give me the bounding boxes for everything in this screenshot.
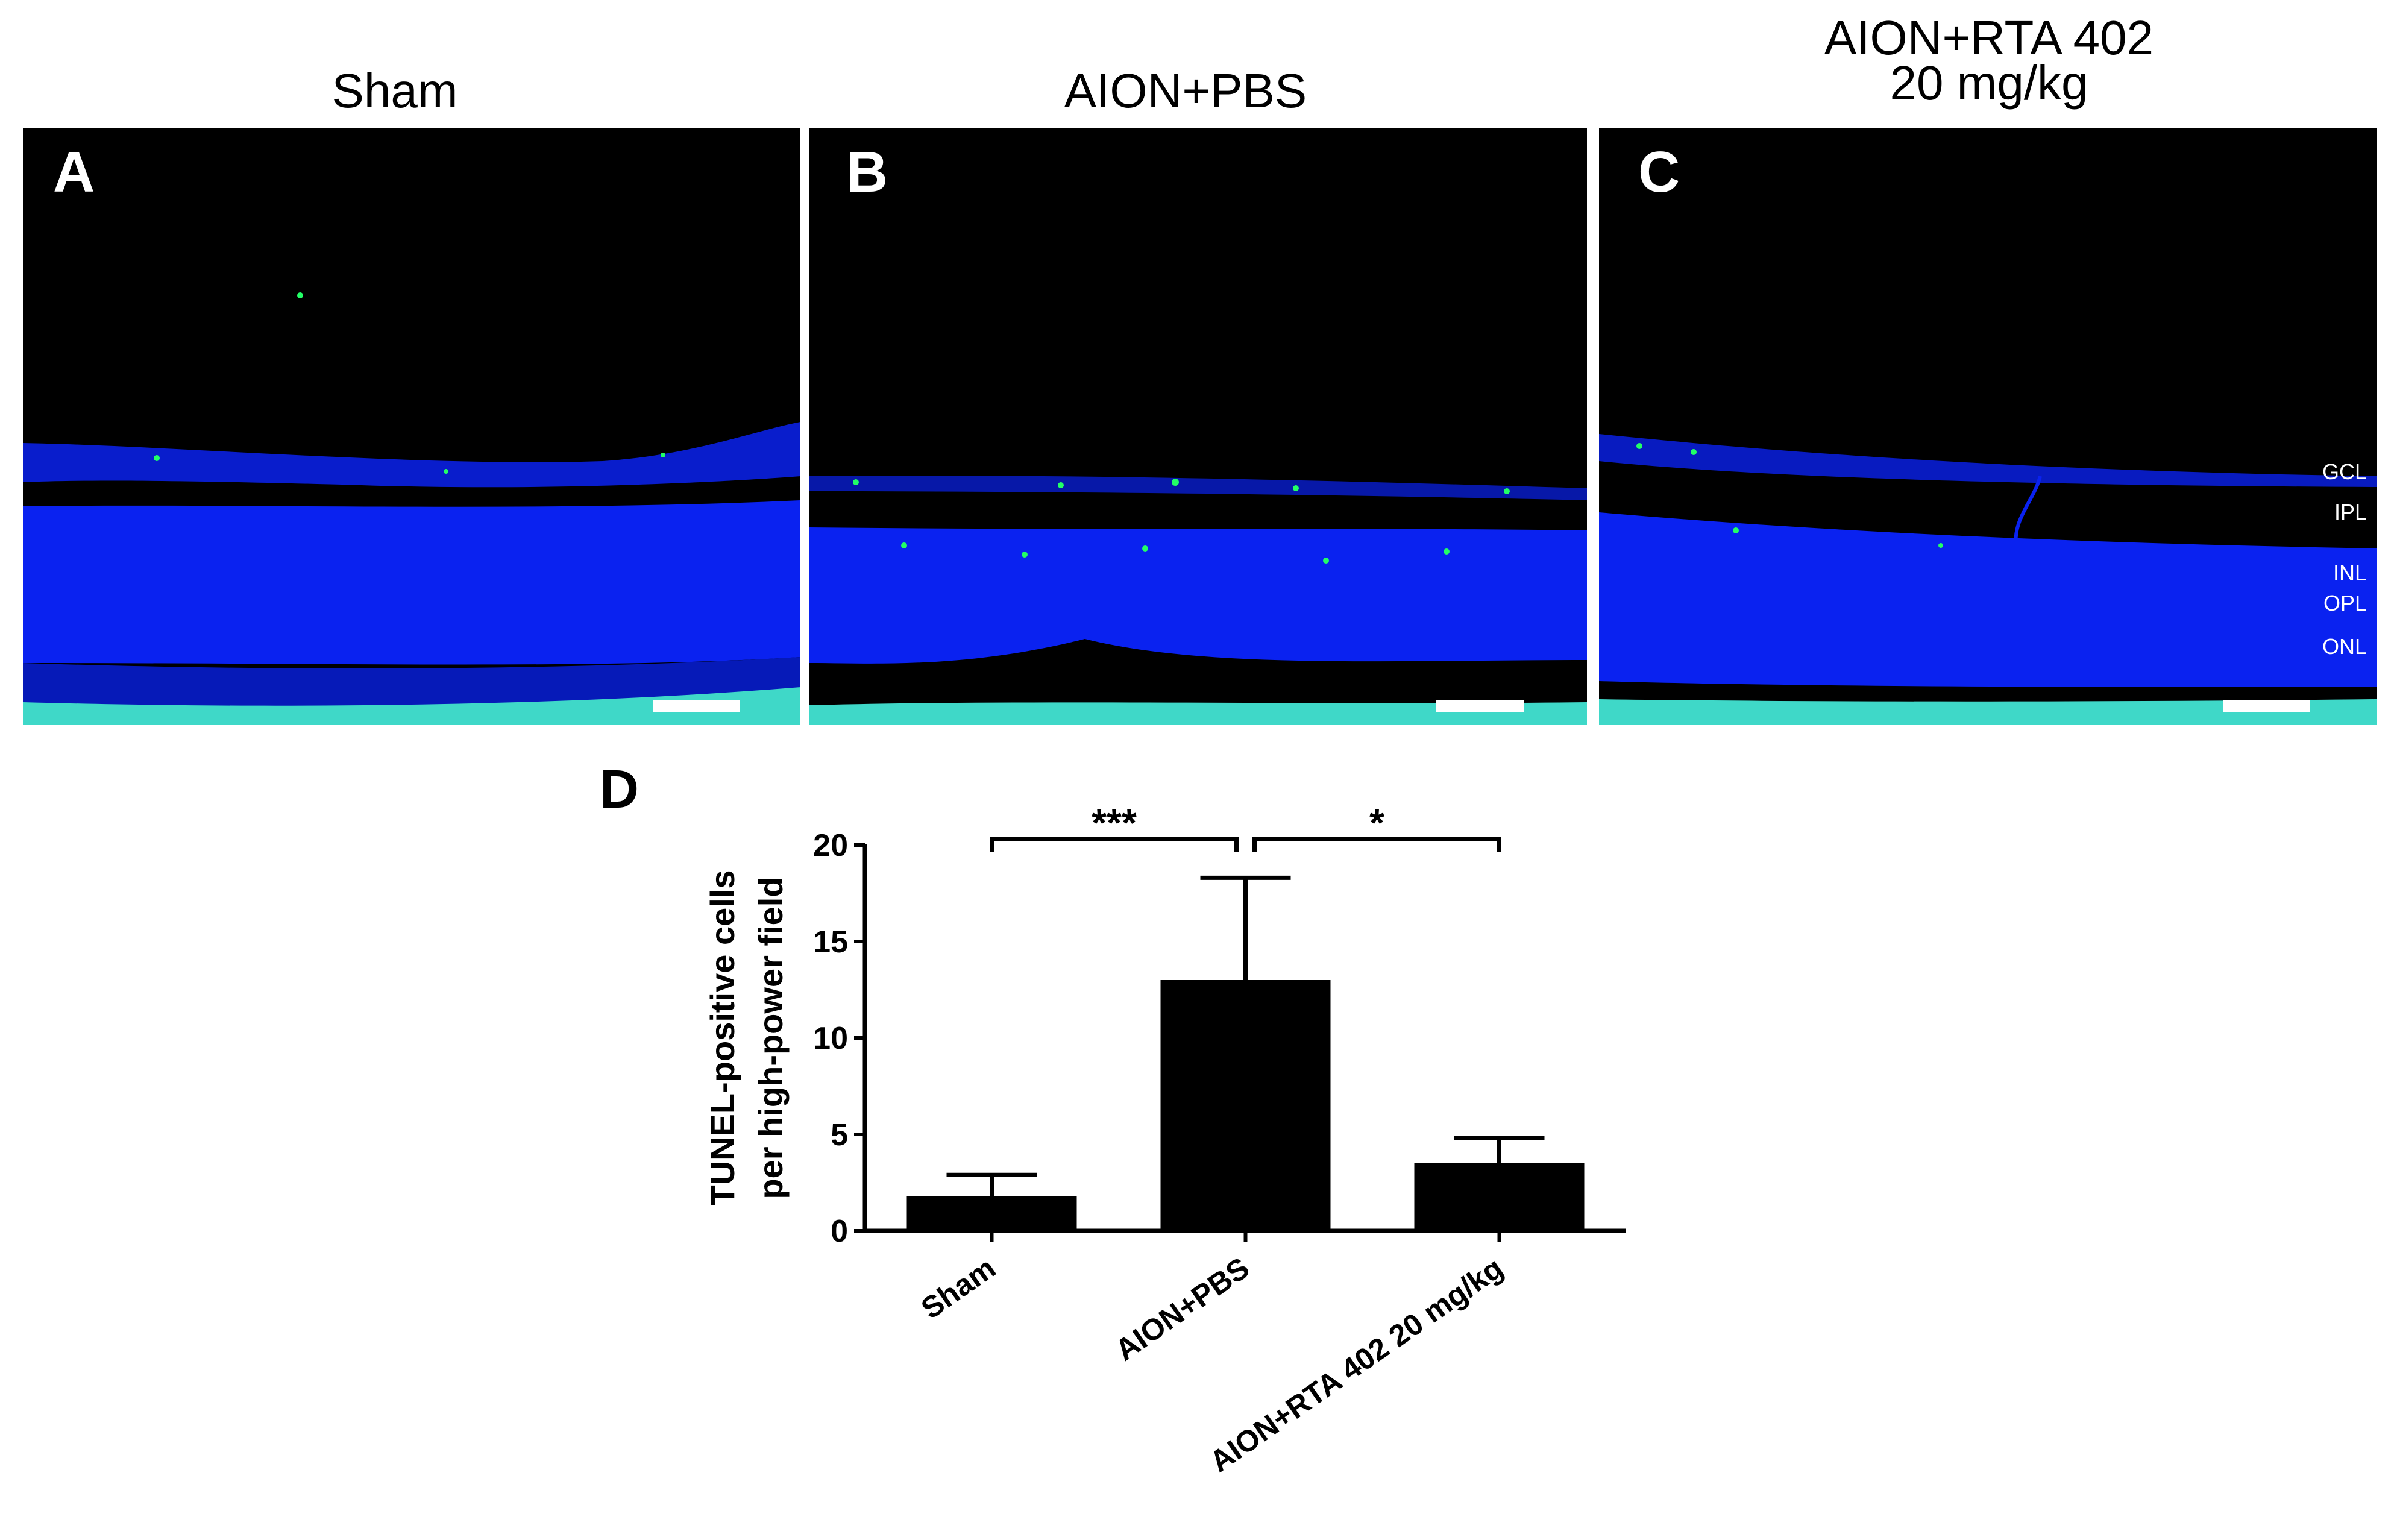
panel-b-letter: B (846, 140, 888, 204)
significance-label: *** (1092, 801, 1137, 844)
panel-b-scale-bar (1436, 700, 1524, 712)
y-axis-title-line1: TUNEL-positive cells (703, 870, 741, 1205)
panel-c-scale-bar (2223, 700, 2310, 712)
panel-a-letter: A (53, 140, 95, 204)
x-category-label: AION+PBS (1109, 1251, 1255, 1367)
y-tick-label: 5 (831, 1117, 848, 1152)
panel-a-title: Sham (332, 64, 458, 118)
bar (1160, 980, 1331, 1231)
bar (906, 1196, 1077, 1231)
bar-chart: D TUNEL-positive cells per high-power fi… (600, 759, 1626, 1479)
bar (1414, 1163, 1585, 1231)
y-tick-label: 20 (813, 828, 848, 863)
layer-label-onl: ONL (2322, 634, 2367, 659)
panel-b-micrograph: B (809, 128, 1587, 725)
y-axis-title-line2: per high-power field (752, 876, 790, 1199)
panel-a-micrograph: A (23, 128, 800, 725)
layer-label-opl: OPL (2323, 591, 2367, 615)
significance-bracket (990, 837, 1239, 852)
panel-d-letter: D (600, 759, 639, 820)
significance-label: * (1369, 801, 1384, 844)
panel-c-title-line2: 20 mg/kg (1890, 56, 2088, 110)
layer-label-inl: INL (2333, 561, 2367, 585)
panel-b-title: AION+PBS (1064, 64, 1307, 118)
y-tick-label: 0 (831, 1214, 848, 1249)
significance-bracket (1252, 837, 1501, 852)
panel-a-scale-bar (653, 700, 740, 712)
layer-label-gcl: GCL (2322, 459, 2367, 484)
y-tick-label: 10 (813, 1021, 848, 1056)
x-category-label: AION+RTA 402 20 mg/kg (1204, 1251, 1509, 1479)
panel-c-title-line1: AION+RTA 402 (1824, 11, 2154, 64)
x-category-label: Sham (915, 1251, 1002, 1325)
layer-label-ipl: IPL (2334, 500, 2367, 524)
y-tick-label: 15 (813, 925, 848, 960)
panel-c-micrograph: C GCL IPL INL OPL ONL (1599, 128, 2377, 725)
panel-c-letter: C (1638, 140, 1680, 204)
